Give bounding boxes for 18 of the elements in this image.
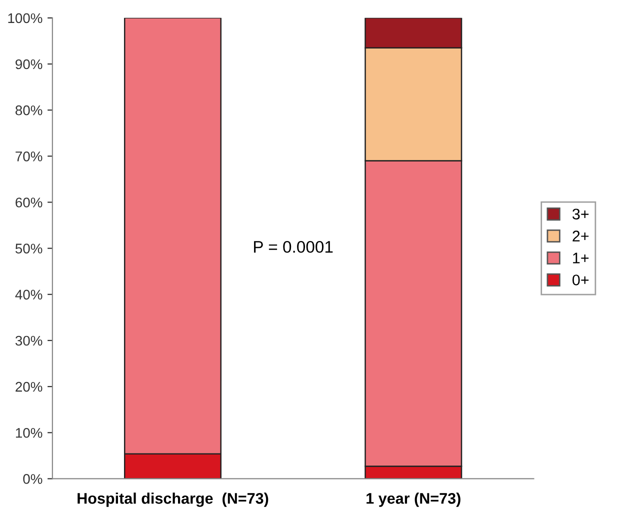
- x-tick-label: 1 year (N=73): [366, 492, 460, 507]
- y-tick-label: 10%: [16, 428, 42, 438]
- legend-label: 2+: [572, 230, 589, 242]
- y-tick-label: 80%: [16, 105, 42, 116]
- annotation: P = 0.0001: [254, 240, 333, 253]
- y-tick-label: 60%: [16, 198, 42, 208]
- y-tick-label: 40%: [15, 290, 42, 300]
- y-tick-label: 90%: [16, 59, 42, 70]
- y-tick-label: 70%: [16, 151, 42, 162]
- legend-label: 3+: [572, 208, 589, 220]
- y-tick-label: 100%: [8, 13, 42, 24]
- y-tick-label: 0%: [23, 474, 42, 484]
- x-tick-label: Hospital discharge (N=73): [78, 492, 268, 507]
- legend-label: 0+: [572, 274, 589, 286]
- y-tick-label: 50%: [15, 244, 42, 254]
- y-tick-label: 30%: [15, 336, 42, 346]
- legend-label: 1+: [573, 252, 589, 264]
- y-tick-label: 20%: [16, 382, 42, 392]
